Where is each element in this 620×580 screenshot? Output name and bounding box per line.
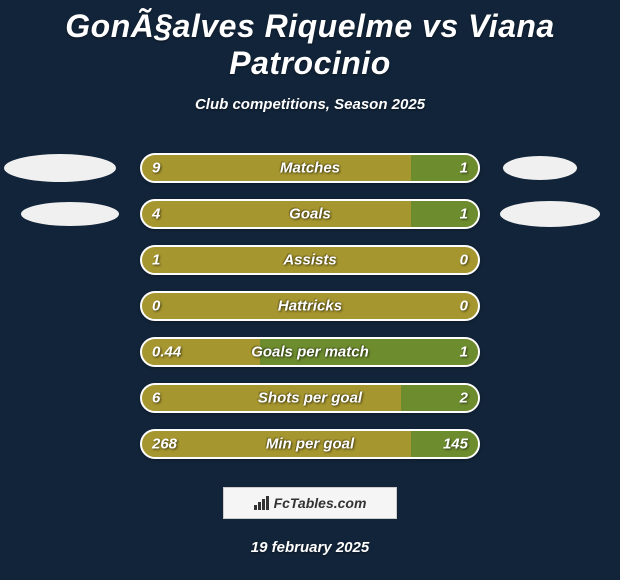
stat-value-left: 0.44 xyxy=(152,344,181,361)
bar-track: Hattricks0 0 xyxy=(140,291,480,321)
stat-label: Assists xyxy=(142,252,478,269)
bar-overlay-right xyxy=(411,201,478,227)
stat-row: Shots per goal62 xyxy=(0,383,620,413)
stat-value-left: 268 xyxy=(152,436,177,453)
branding-badge: FcTables.com xyxy=(223,487,397,519)
bar-track: Matches91 xyxy=(140,153,480,183)
decorative-ellipse xyxy=(503,156,577,180)
bar-overlay-right xyxy=(260,339,478,365)
stat-row: Goals per match0.441 xyxy=(0,337,620,367)
bar-track: Goals per match0.441 xyxy=(140,337,480,367)
date-label: 19 february 2025 xyxy=(0,539,620,556)
branding-text: FcTables.com xyxy=(274,495,367,511)
stat-row: Matches91 xyxy=(0,153,620,183)
page-title: GonÃ§alves Riquelme vs Viana Patrocinio xyxy=(0,0,620,82)
bar-overlay-right xyxy=(411,155,478,181)
bar-track: Shots per goal62 xyxy=(140,383,480,413)
bar-overlay-right xyxy=(401,385,478,411)
bar-track: Goals41 xyxy=(140,199,480,229)
stat-value-right: 0 xyxy=(460,252,468,269)
bar-overlay-right xyxy=(411,431,478,457)
page-subtitle: Club competitions, Season 2025 xyxy=(0,96,620,113)
stat-row: Assists1 0 xyxy=(0,245,620,275)
bar-track: Assists1 0 xyxy=(140,245,480,275)
comparison-chart: Matches91Goals41Assists10Hattricks00Goal… xyxy=(0,153,620,459)
stat-label: Hattricks xyxy=(142,298,478,315)
stat-value-right: 0 xyxy=(460,298,468,315)
stat-value-left: 4 xyxy=(152,206,160,223)
stat-value-left: 9 xyxy=(152,160,160,177)
decorative-ellipse xyxy=(21,202,119,226)
stat-value-left: 0 xyxy=(152,298,160,315)
stat-row: Hattricks0 0 xyxy=(0,291,620,321)
bar-track: Min per goal268145 xyxy=(140,429,480,459)
stat-row: Goals41 xyxy=(0,199,620,229)
stat-value-left: 6 xyxy=(152,390,160,407)
decorative-ellipse xyxy=(500,201,600,227)
chart-icon xyxy=(254,496,270,510)
stat-value-left: 1 xyxy=(152,252,160,269)
decorative-ellipse xyxy=(4,154,116,182)
stat-row: Min per goal268145 xyxy=(0,429,620,459)
